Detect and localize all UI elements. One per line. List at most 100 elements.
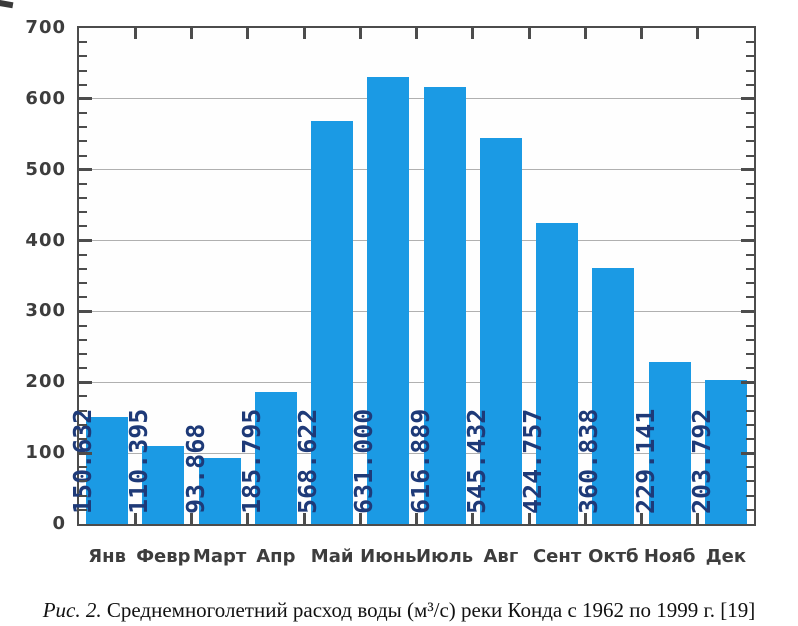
x-boundary-tick xyxy=(190,28,193,39)
y-tick-minor xyxy=(79,69,87,72)
y-tick-minor xyxy=(746,494,754,497)
y-tick-minor xyxy=(79,140,87,143)
x-boundary-tick xyxy=(640,513,643,524)
x-category-label: Май xyxy=(310,546,354,567)
y-tick-minor xyxy=(79,494,87,497)
y-tick-label: 400 xyxy=(25,229,66,251)
y-tick-minor xyxy=(746,466,754,469)
y-tick-minor xyxy=(79,126,87,129)
y-tick-minor xyxy=(746,197,754,200)
y-tick-label: 600 xyxy=(25,87,66,109)
x-boundary-tick xyxy=(302,28,306,39)
bar-value-label: 185.795 xyxy=(236,408,266,514)
x-boundary-tick xyxy=(358,513,362,524)
y-tick-minor xyxy=(746,508,754,511)
y-tick-label: 0 xyxy=(52,513,66,534)
bar xyxy=(86,417,129,524)
y-tick-minor xyxy=(79,154,87,157)
gridline xyxy=(79,169,754,171)
y-tick-minor xyxy=(79,508,87,511)
chart-plot-area: 150.632 110.395 93.868 185.795 568.622 631.00… xyxy=(68,26,756,526)
bar-value-label: 229.141 xyxy=(630,408,660,514)
y-tick-minor xyxy=(79,41,87,44)
x-category-label: Февр xyxy=(136,546,191,567)
x-category-label: Янв xyxy=(88,546,126,567)
x-boundary-tick xyxy=(133,28,137,39)
bar-value-label: 568.622 xyxy=(293,408,323,514)
y-tick-minor xyxy=(746,55,754,58)
bar xyxy=(198,457,241,524)
y-tick-minor xyxy=(746,282,754,285)
y-tick-major xyxy=(79,239,92,243)
x-boundary-tick xyxy=(527,28,531,39)
x-boundary-tick xyxy=(246,28,250,39)
y-tick-minor xyxy=(79,423,87,426)
y-tick-label: 700 xyxy=(25,17,66,38)
y-tick-major xyxy=(79,380,92,384)
y-tick-minor xyxy=(746,182,754,185)
y-tick-minor xyxy=(746,480,754,483)
gridline xyxy=(79,310,754,312)
y-tick-major xyxy=(741,168,754,172)
y-tick-minor xyxy=(746,112,754,115)
y-tick-minor xyxy=(746,324,754,327)
x-category-label: Дек xyxy=(705,546,747,567)
bar-value-label: 631.000 xyxy=(349,408,379,514)
y-tick-major xyxy=(741,97,754,101)
y-tick-major xyxy=(741,380,754,384)
bar-value-label: 360.838 xyxy=(574,408,604,514)
y-tick-minor xyxy=(79,55,87,58)
caption-text: Среднемноголетний расход воды (м³/с) рек… xyxy=(101,598,756,622)
y-tick-minor xyxy=(79,282,87,285)
bar-value-label: 616.889 xyxy=(405,408,435,514)
bar-value-label: 424.757 xyxy=(518,408,548,514)
x-boundary-tick xyxy=(246,513,250,524)
x-boundary-tick xyxy=(583,28,587,39)
y-tick-minor xyxy=(746,41,754,44)
gridline xyxy=(79,381,754,383)
bar xyxy=(142,445,185,524)
x-boundary-tick xyxy=(302,513,306,524)
y-tick-minor xyxy=(746,154,754,157)
y-tick-minor xyxy=(746,409,754,412)
bar xyxy=(592,268,635,524)
x-boundary-tick xyxy=(471,513,475,524)
x-category-label: Нояб xyxy=(643,546,696,567)
y-tick-minor xyxy=(79,466,87,469)
x-category-label: Апр xyxy=(256,546,296,567)
corner-artifact xyxy=(0,0,14,9)
y-tick-minor xyxy=(79,324,87,327)
y-tick-minor xyxy=(79,253,87,256)
y-tick-minor xyxy=(79,296,87,299)
bar xyxy=(254,392,297,524)
y-tick-minor xyxy=(79,437,87,440)
y-tick-minor xyxy=(746,338,754,341)
y-tick-major xyxy=(79,451,92,455)
x-boundary-tick xyxy=(415,28,418,39)
y-tick-major xyxy=(79,97,92,101)
x-boundary-tick xyxy=(640,28,643,39)
x-category-label: Июль xyxy=(416,546,474,567)
y-tick-minor xyxy=(746,296,754,299)
y-tick-major xyxy=(741,451,754,455)
y-tick-major xyxy=(79,168,92,172)
bar-value-label: 93.868 xyxy=(180,423,210,514)
y-tick-minor xyxy=(79,352,87,355)
bar xyxy=(704,379,747,524)
x-category-label: Сент xyxy=(532,546,582,567)
bar xyxy=(423,86,466,524)
bar-value-label: 545.432 xyxy=(461,408,491,514)
y-tick-minor xyxy=(746,253,754,256)
y-tick-major xyxy=(741,309,754,313)
x-boundary-tick xyxy=(696,28,700,39)
y-tick-minor xyxy=(746,211,754,214)
x-category-label: Март xyxy=(192,546,247,567)
y-tick-minor xyxy=(79,409,87,412)
x-boundary-tick xyxy=(415,513,418,524)
x-boundary-tick xyxy=(133,513,137,524)
y-tick-minor xyxy=(746,395,754,398)
x-category-label: Авг xyxy=(483,546,519,567)
y-tick-minor xyxy=(746,83,754,86)
y-tick-minor xyxy=(79,395,87,398)
y-tick-minor xyxy=(746,367,754,370)
